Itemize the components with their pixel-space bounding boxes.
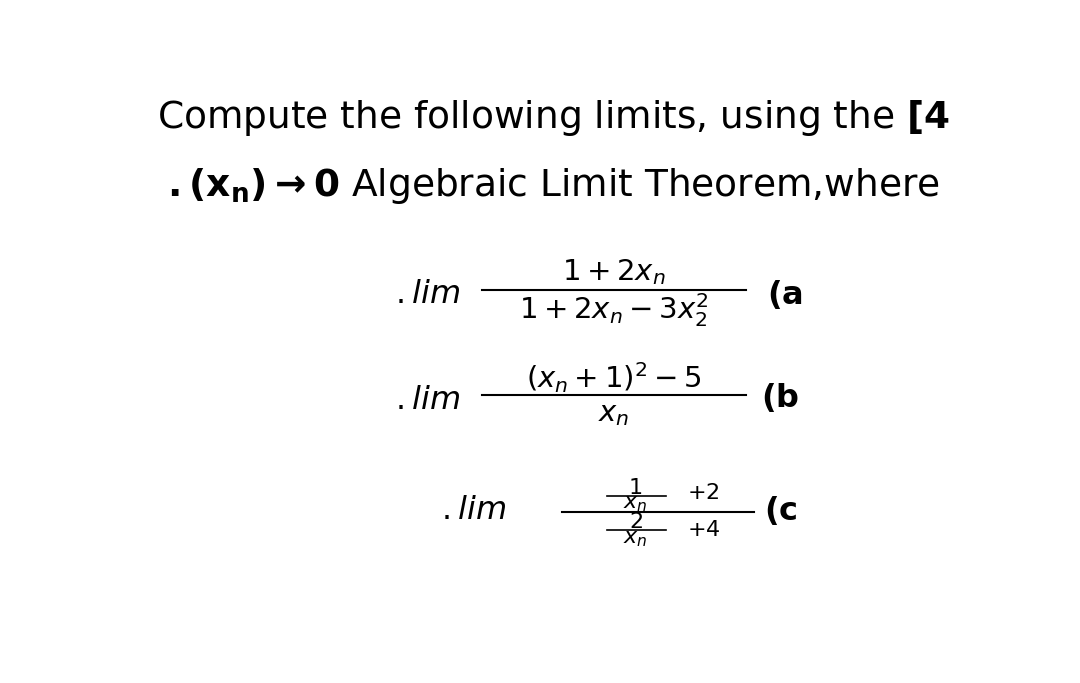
Text: $+2$: $+2$ [688,483,720,503]
Text: $\mathbf{(c}$: $\mathbf{(c}$ [765,494,798,527]
Text: $1$: $1$ [629,478,643,498]
Text: $1+2x_n-3x_2^2$: $1+2x_n-3x_2^2$ [519,291,708,329]
Text: $x_n$: $x_n$ [623,494,648,514]
Text: $1+2x_n$: $1+2x_n$ [562,257,665,288]
Text: $+4$: $+4$ [688,520,721,540]
Text: $\mathbf{(b}$: $\mathbf{(b}$ [761,381,799,414]
Text: $x_n$: $x_n$ [598,400,630,428]
Text: $\mathbf{.(x_n) \rightarrow 0}$ Algebraic Limit Theorem,where: $\mathbf{.(x_n) \rightarrow 0}$ Algebrai… [167,166,940,206]
Text: $.lim$: $.lim$ [442,495,507,526]
Text: $2$: $2$ [629,512,643,532]
Text: Compute the following limits, using the $\mathbf{[4}$: Compute the following limits, using the … [157,98,950,138]
Text: $.lim$: $.lim$ [395,385,460,416]
Text: $(x_n+1)^2-5$: $(x_n+1)^2-5$ [526,360,702,395]
Text: $\mathbf{(a}$: $\mathbf{(a}$ [767,279,802,311]
Text: $.lim$: $.lim$ [395,279,460,311]
Text: $x_n$: $x_n$ [623,529,648,549]
